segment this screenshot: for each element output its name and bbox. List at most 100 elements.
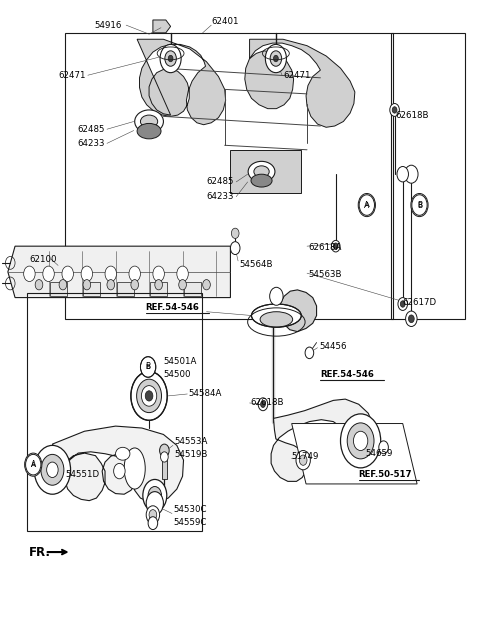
Circle shape xyxy=(300,455,307,466)
Circle shape xyxy=(35,279,43,290)
Text: 62100: 62100 xyxy=(29,254,57,263)
Polygon shape xyxy=(137,39,226,125)
Text: 64233: 64233 xyxy=(78,139,105,148)
Circle shape xyxy=(333,243,338,249)
Circle shape xyxy=(148,516,157,529)
Circle shape xyxy=(230,242,240,254)
Ellipse shape xyxy=(135,110,163,133)
Circle shape xyxy=(131,372,167,421)
Circle shape xyxy=(47,462,58,477)
Circle shape xyxy=(398,298,408,310)
Circle shape xyxy=(160,452,168,462)
Polygon shape xyxy=(153,20,170,33)
Circle shape xyxy=(141,357,156,377)
Text: B: B xyxy=(146,364,151,370)
Text: 54659: 54659 xyxy=(365,449,393,458)
Circle shape xyxy=(43,266,54,281)
Circle shape xyxy=(392,107,397,113)
Bar xyxy=(83,282,100,296)
Circle shape xyxy=(142,386,157,406)
Circle shape xyxy=(406,311,417,327)
Circle shape xyxy=(160,44,181,73)
Circle shape xyxy=(177,266,188,281)
Circle shape xyxy=(83,279,91,290)
Text: 62617D: 62617D xyxy=(403,298,437,307)
Ellipse shape xyxy=(116,448,130,460)
Text: A: A xyxy=(31,460,36,469)
Text: FR.: FR. xyxy=(28,546,50,559)
Circle shape xyxy=(261,401,265,408)
Text: 54500: 54500 xyxy=(163,370,191,379)
Text: 54501A: 54501A xyxy=(163,357,197,366)
Text: A: A xyxy=(364,202,369,208)
Circle shape xyxy=(129,266,141,281)
Circle shape xyxy=(274,55,278,62)
Text: 62485: 62485 xyxy=(78,125,105,134)
Circle shape xyxy=(137,379,161,413)
Bar xyxy=(161,455,167,479)
Circle shape xyxy=(165,51,176,66)
Circle shape xyxy=(159,444,169,457)
Ellipse shape xyxy=(141,115,157,128)
Text: B: B xyxy=(417,200,422,209)
Circle shape xyxy=(331,240,340,252)
Circle shape xyxy=(131,279,139,290)
Bar xyxy=(49,282,67,296)
Circle shape xyxy=(305,347,314,359)
Bar xyxy=(65,33,393,319)
Text: 54564B: 54564B xyxy=(239,260,273,269)
Circle shape xyxy=(258,398,268,411)
Circle shape xyxy=(347,423,374,459)
Bar xyxy=(391,33,465,319)
Text: 54584A: 54584A xyxy=(188,390,222,399)
Text: 62618B: 62618B xyxy=(396,111,429,120)
Circle shape xyxy=(149,509,157,520)
Circle shape xyxy=(358,193,375,216)
Circle shape xyxy=(41,455,64,485)
Ellipse shape xyxy=(252,304,301,327)
Ellipse shape xyxy=(251,174,272,187)
Text: 64233: 64233 xyxy=(207,192,234,201)
Text: 54530C: 54530C xyxy=(173,505,206,514)
Text: 54553A: 54553A xyxy=(174,437,207,446)
Bar xyxy=(183,282,201,296)
Ellipse shape xyxy=(248,162,275,182)
Polygon shape xyxy=(271,399,374,481)
Polygon shape xyxy=(8,246,230,298)
Circle shape xyxy=(24,453,42,476)
Circle shape xyxy=(145,391,153,401)
Circle shape xyxy=(179,279,186,290)
Circle shape xyxy=(143,479,167,511)
Ellipse shape xyxy=(137,124,161,139)
Circle shape xyxy=(353,431,368,451)
Ellipse shape xyxy=(124,448,145,489)
Text: REF.54-546: REF.54-546 xyxy=(321,370,374,379)
Text: B: B xyxy=(145,363,151,372)
Circle shape xyxy=(379,441,388,454)
Circle shape xyxy=(168,55,173,62)
Text: 54559C: 54559C xyxy=(173,518,206,527)
Bar xyxy=(150,282,167,296)
Polygon shape xyxy=(279,290,317,332)
Text: 54563B: 54563B xyxy=(308,270,341,279)
Text: 62618B: 62618B xyxy=(251,399,284,408)
Circle shape xyxy=(105,266,117,281)
Circle shape xyxy=(62,266,73,281)
Text: 62471: 62471 xyxy=(59,71,86,80)
Circle shape xyxy=(155,279,162,290)
Bar xyxy=(138,379,160,413)
Circle shape xyxy=(203,279,210,290)
Text: 54551D: 54551D xyxy=(66,470,100,479)
Text: 62401: 62401 xyxy=(211,17,239,26)
Text: REF.50-517: REF.50-517 xyxy=(359,470,412,479)
Bar xyxy=(117,282,134,296)
Circle shape xyxy=(24,266,35,281)
Circle shape xyxy=(153,266,164,281)
Text: A: A xyxy=(364,200,370,209)
Circle shape xyxy=(296,451,311,470)
Circle shape xyxy=(146,506,159,524)
Circle shape xyxy=(400,301,405,307)
Text: 62485: 62485 xyxy=(207,177,234,186)
Circle shape xyxy=(59,279,67,290)
Text: REF.54-546: REF.54-546 xyxy=(146,303,200,312)
